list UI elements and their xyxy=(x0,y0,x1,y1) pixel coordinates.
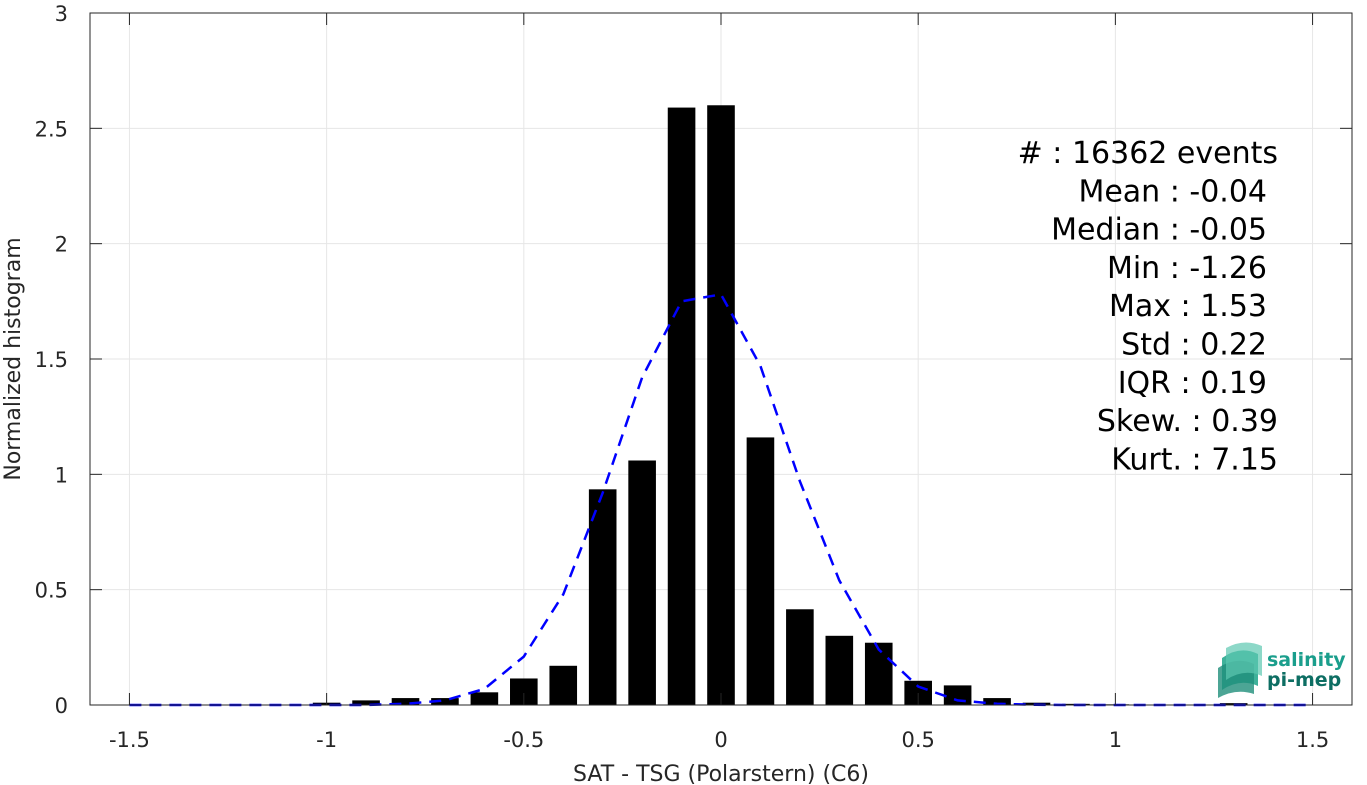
stat-line: # : 16362 events xyxy=(1018,136,1278,171)
stat-line: Std : 0.22 xyxy=(1121,328,1267,363)
y-tick-label: 1 xyxy=(55,463,68,487)
logo-line1: salinity xyxy=(1267,649,1346,671)
stat-line: Max : 1.53 xyxy=(1109,289,1267,324)
x-tick-label: -0.5 xyxy=(503,728,544,752)
logo-mark-icon xyxy=(1218,642,1262,698)
histogram-bar xyxy=(864,642,893,705)
histogram-bar xyxy=(707,105,735,706)
x-tick-label: -1 xyxy=(316,728,337,752)
histogram-bar xyxy=(391,698,420,705)
histogram-bar xyxy=(786,609,814,705)
x-tick-label: 0.5 xyxy=(901,728,934,752)
histogram-bar xyxy=(943,685,972,705)
stat-line: Kurt. : 7.15 xyxy=(1111,442,1278,477)
histogram-bars xyxy=(273,105,1327,706)
histogram-bar xyxy=(588,489,617,705)
histogram-bar xyxy=(983,698,1011,705)
x-tick-label: -1.5 xyxy=(109,728,150,752)
tick-labels: -1.5 -1 -0.5 0 0.5 1 1.5 0 0.5 1 1.5 2 2.5 3 xyxy=(35,2,1330,752)
stat-line: Skew. : 0.39 xyxy=(1097,404,1278,439)
histogram-bar xyxy=(825,635,854,705)
x-axis-label: SAT - TSG (Polarstern) (C6) xyxy=(573,762,869,785)
histogram-bar xyxy=(746,437,775,705)
stat-line: IQR : 0.19 xyxy=(1118,366,1267,401)
histogram-bar xyxy=(352,700,380,705)
axes-frame xyxy=(89,12,1353,706)
y-axis-label: Normalized histogram xyxy=(1,237,26,480)
y-tick-label: 2.5 xyxy=(35,117,68,141)
histogram-bar xyxy=(549,665,578,705)
histogram-bar xyxy=(628,460,656,705)
y-tick-label: 2 xyxy=(55,233,68,257)
x-tick-label: 1 xyxy=(1109,728,1122,752)
logo-line2: pi-mep xyxy=(1267,669,1341,691)
salinity-pi-mep-logo: salinity pi-mep xyxy=(1218,642,1346,698)
y-tick-label: 0.5 xyxy=(35,579,68,603)
x-tick-label: 0 xyxy=(714,728,727,752)
histogram-bar xyxy=(667,107,696,705)
y-tick-label: 1.5 xyxy=(35,348,68,372)
stat-line: Min : -1.26 xyxy=(1107,251,1267,286)
y-tick-label: 3 xyxy=(55,2,68,26)
histogram-bar xyxy=(470,692,499,705)
histogram-bar xyxy=(431,698,459,705)
y-tick-label: 0 xyxy=(55,694,68,718)
stat-line: Mean : -0.04 xyxy=(1078,174,1267,209)
stat-line: Median : -0.05 xyxy=(1051,213,1267,248)
x-tick-label: 1.5 xyxy=(1296,728,1329,752)
